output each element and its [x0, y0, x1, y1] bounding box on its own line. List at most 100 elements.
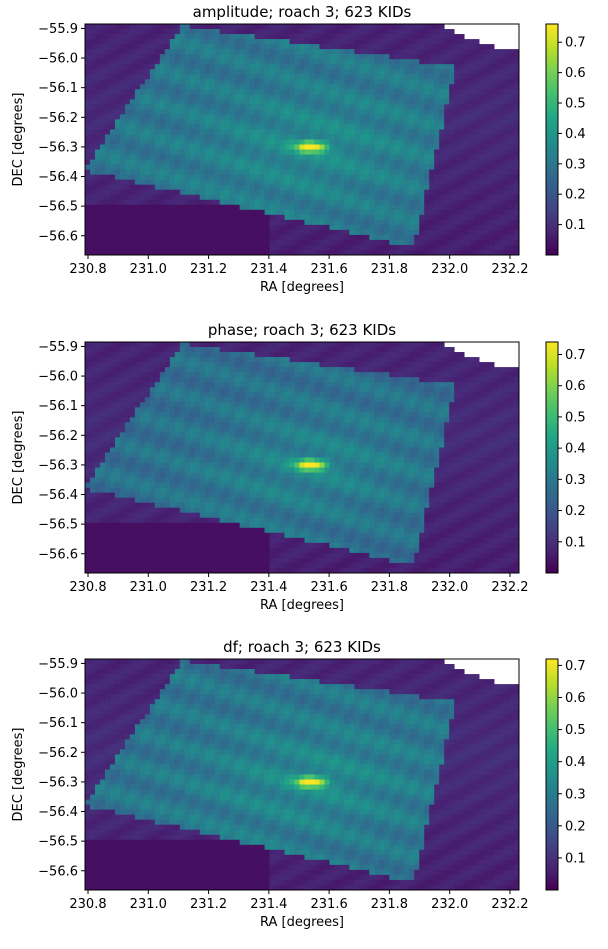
heatmap-cell: [409, 124, 415, 130]
heatmap-cell: [144, 189, 151, 196]
heatmap-cell: [299, 74, 305, 80]
heatmap-cell: [269, 104, 275, 110]
heatmap-cell: [174, 234, 181, 241]
heatmap-cell: [334, 234, 340, 241]
heatmap-cell: [509, 209, 515, 216]
heatmap-cell: [439, 347, 445, 353]
heatmap-cell: [404, 94, 410, 100]
heatmap-cell: [469, 174, 475, 181]
heatmap-cell: [444, 347, 450, 353]
heatmap-cell: [154, 204, 161, 211]
heatmap-cell: [164, 84, 171, 90]
heatmap-cell: [179, 39, 186, 45]
heatmap-cell: [294, 362, 300, 368]
heatmap-cell: [379, 144, 385, 150]
heatmap-cell: [104, 59, 111, 65]
heatmap-cell: [389, 99, 395, 105]
heatmap-cell: [344, 69, 350, 75]
heatmap-cell: [229, 189, 236, 196]
heatmap-cell: [469, 387, 475, 393]
heatmap-cell: [99, 154, 106, 160]
heatmap-cell: [139, 169, 146, 176]
heatmap-cell: [514, 382, 520, 388]
heatmap-cell: [259, 249, 265, 256]
heatmap-cell: [459, 64, 465, 70]
heatmap-cell: [464, 219, 470, 226]
heatmap-cell: [454, 49, 460, 55]
heatmap-cell: [139, 387, 146, 393]
heatmap-cell: [419, 229, 425, 236]
heatmap-cell: [419, 169, 425, 176]
heatmap-cell: [234, 79, 241, 85]
heatmap-cell: [234, 44, 241, 50]
heatmap-cell: [154, 154, 161, 160]
heatmap-cell: [409, 154, 415, 160]
heatmap-cell: [244, 377, 251, 383]
heatmap-cell: [244, 194, 251, 201]
heatmap-cell: [154, 367, 161, 373]
heatmap-cell: [469, 59, 475, 65]
heatmap-cell: [494, 84, 500, 90]
heatmap-cell: [219, 64, 226, 70]
heatmap-cell: [124, 154, 131, 160]
heatmap-cell: [269, 392, 275, 398]
heatmap-cell: [159, 34, 166, 40]
heatmap-cell: [479, 387, 485, 393]
heatmap-cell: [354, 224, 360, 231]
heatmap-cell: [154, 209, 161, 216]
heatmap-cell: [349, 104, 355, 110]
heatmap-cell: [499, 199, 505, 206]
heatmap-cell: [309, 357, 315, 363]
heatmap-cell: [134, 234, 141, 241]
heatmap-cell: [219, 59, 226, 65]
heatmap-cell: [94, 249, 101, 256]
heatmap-cell: [239, 49, 246, 55]
heatmap-cell: [239, 239, 246, 246]
heatmap-cell: [509, 224, 515, 231]
heatmap-cell: [139, 219, 146, 226]
heatmap-cell: [469, 44, 475, 50]
heatmap-cell: [454, 159, 460, 166]
heatmap-cell: [499, 54, 505, 60]
heatmap-cell: [144, 124, 151, 130]
heatmap-cell: [494, 169, 500, 176]
heatmap-cell: [424, 139, 430, 145]
heatmap-cell: [409, 249, 415, 256]
heatmap-cell: [104, 24, 111, 30]
heatmap-cell: [409, 139, 415, 145]
heatmap-cell: [209, 69, 216, 75]
heatmap-cell: [474, 229, 480, 236]
heatmap-cell: [429, 134, 435, 140]
heatmap-cell: [284, 219, 290, 226]
heatmap-cell: [474, 159, 480, 166]
heatmap-cell: [214, 69, 221, 75]
heatmap-cell: [374, 184, 380, 191]
heatmap-cell: [85, 357, 91, 363]
heatmap-cell: [339, 159, 345, 166]
heatmap-cell: [509, 392, 515, 398]
heatmap-cell: [154, 49, 161, 55]
heatmap-cell: [444, 94, 450, 100]
heatmap-cell: [124, 367, 131, 373]
heatmap-cell: [439, 169, 445, 176]
heatmap-cell: [99, 214, 106, 221]
x-axis-label: RA [degrees]: [260, 280, 344, 295]
heatmap-cell: [354, 74, 360, 80]
heatmap-cell: [359, 352, 365, 358]
heatmap-cell: [299, 234, 305, 241]
heatmap-cell: [514, 229, 520, 236]
heatmap-cell: [269, 129, 275, 135]
heatmap-cell: [129, 357, 136, 363]
heatmap-cell: [184, 244, 191, 251]
heatmap-cell: [424, 214, 430, 221]
heatmap-cell: [464, 149, 470, 155]
heatmap-cell: [144, 342, 151, 348]
heatmap-cell: [479, 209, 485, 216]
heatmap-cell: [414, 239, 420, 246]
heatmap-cell: [244, 54, 251, 60]
heatmap-cell: [434, 204, 440, 211]
heatmap-cell: [99, 244, 106, 251]
heatmap-cell: [194, 249, 201, 256]
heatmap-cell: [424, 104, 430, 110]
heatmap-cell: [299, 357, 305, 363]
